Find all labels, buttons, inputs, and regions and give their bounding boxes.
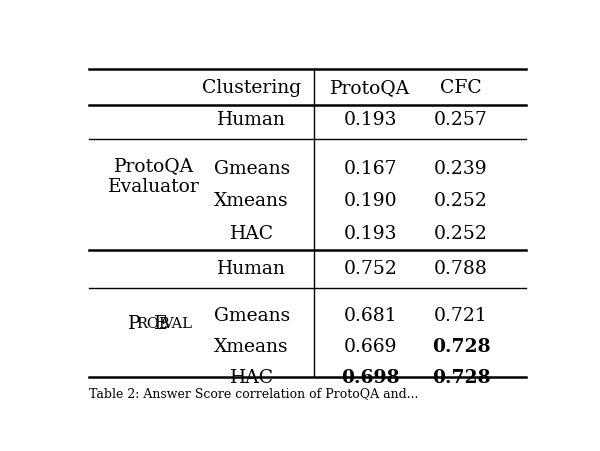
Text: 0.752: 0.752 <box>343 260 397 278</box>
Text: 0.193: 0.193 <box>344 111 397 129</box>
Text: 0.698: 0.698 <box>341 368 400 386</box>
Text: 0.239: 0.239 <box>434 160 488 177</box>
Text: 0.193: 0.193 <box>344 224 397 242</box>
Text: ProtoQA
Evaluator: ProtoQA Evaluator <box>108 157 200 196</box>
Text: 0.728: 0.728 <box>431 337 490 355</box>
Text: 0.252: 0.252 <box>434 224 488 242</box>
Text: 0.257: 0.257 <box>434 111 488 129</box>
Text: Human: Human <box>217 260 286 278</box>
Text: 0.167: 0.167 <box>343 160 397 177</box>
Text: 0.681: 0.681 <box>343 307 397 325</box>
Text: Gmeans: Gmeans <box>214 160 290 177</box>
Text: 0.788: 0.788 <box>434 260 488 278</box>
Text: Clustering: Clustering <box>202 78 301 97</box>
Text: HAC: HAC <box>230 224 274 242</box>
Text: 0.252: 0.252 <box>434 192 488 210</box>
Text: 0.669: 0.669 <box>344 337 397 355</box>
Text: HAC: HAC <box>230 368 274 386</box>
Text: Xmeans: Xmeans <box>214 192 289 210</box>
Text: CFC: CFC <box>440 78 482 97</box>
Text: Gmeans: Gmeans <box>214 307 290 325</box>
Text: Xmeans: Xmeans <box>214 337 289 355</box>
Text: 0.728: 0.728 <box>431 368 490 386</box>
Text: ProtoQA: ProtoQA <box>330 78 410 97</box>
Text: VAL: VAL <box>162 316 192 330</box>
Text: 0.721: 0.721 <box>434 307 488 325</box>
Text: Table 2: Answer Score correlation of ProtoQA and...: Table 2: Answer Score correlation of Pro… <box>89 386 418 399</box>
Text: 0.190: 0.190 <box>343 192 397 210</box>
Text: P: P <box>128 314 140 332</box>
Text: Human: Human <box>217 111 286 129</box>
Text: ROB: ROB <box>136 316 170 330</box>
Text: E: E <box>154 314 167 332</box>
